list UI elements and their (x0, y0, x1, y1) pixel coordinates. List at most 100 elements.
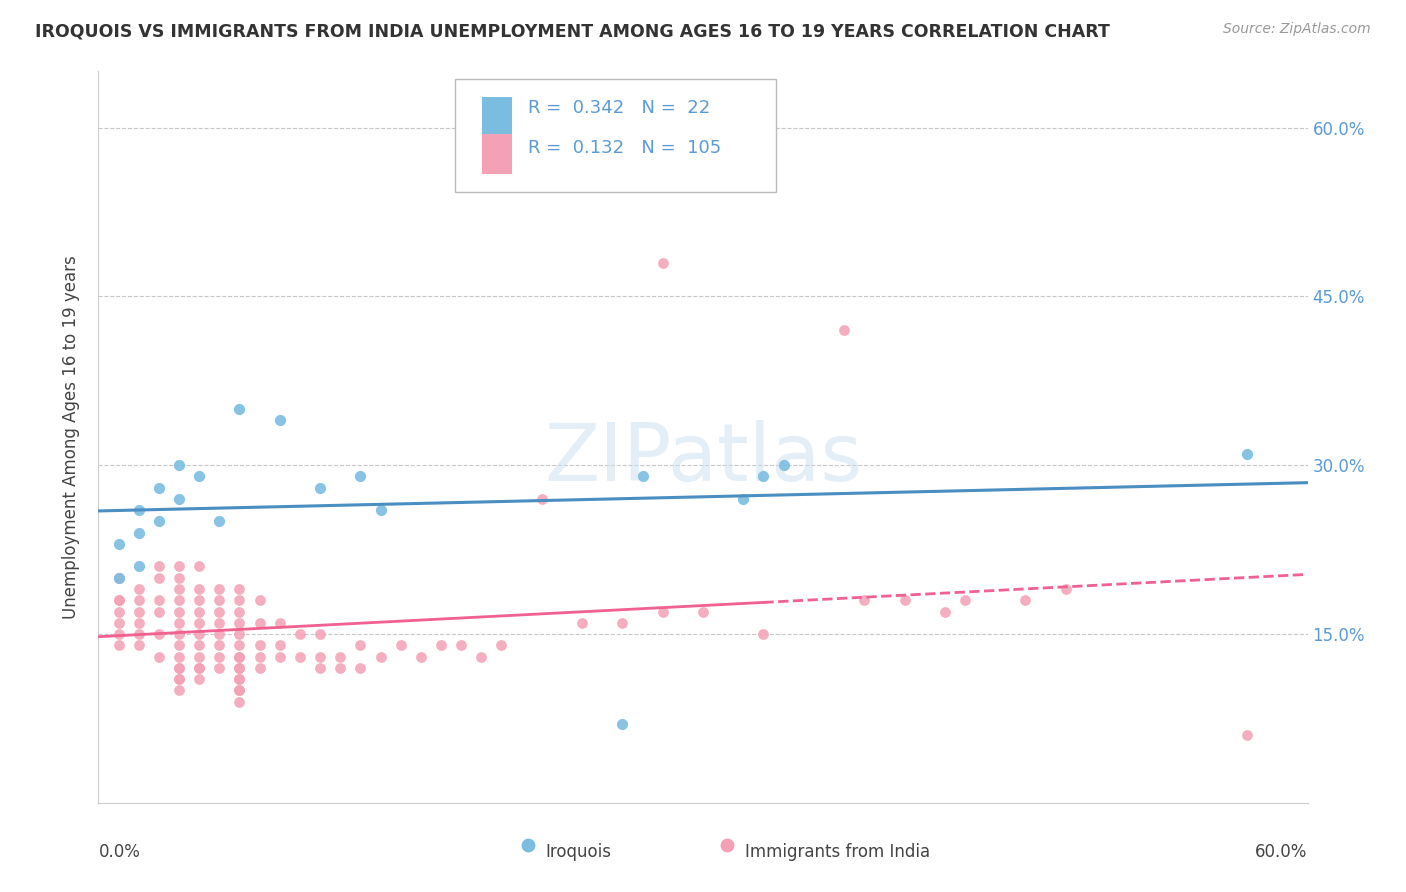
Point (167, 582, 190, 596)
Point (128, 582, 150, 596)
Point (269, 615, 291, 630)
Point (530, 491, 553, 506)
Point (752, 469, 775, 483)
Point (571, 615, 593, 630)
Point (430, 638, 453, 652)
Point (167, 491, 190, 506)
Text: ZIPatlas: ZIPatlas (544, 420, 862, 498)
Point (470, 649, 492, 664)
Point (1236, 728, 1258, 742)
Point (167, 649, 190, 664)
Point (228, 582, 250, 596)
Point (612, 615, 634, 630)
Point (208, 582, 231, 596)
Point (107, 593, 129, 607)
Point (772, 458, 794, 473)
Text: R =  0.132   N =  105: R = 0.132 N = 105 (527, 139, 721, 157)
Point (148, 605, 170, 619)
Point (167, 458, 190, 473)
Point (188, 649, 211, 664)
Point (208, 638, 231, 652)
Point (188, 593, 211, 607)
Point (349, 469, 371, 483)
Point (107, 615, 129, 630)
Point (651, 255, 673, 269)
Point (148, 481, 170, 495)
Point (188, 582, 211, 596)
Point (188, 638, 211, 652)
Point (309, 481, 332, 495)
Point (228, 593, 250, 607)
Point (167, 683, 190, 698)
Point (167, 593, 190, 607)
Point (128, 559, 150, 574)
Point (167, 605, 190, 619)
Point (208, 605, 231, 619)
Point (128, 615, 150, 630)
Point (148, 627, 170, 641)
Point (188, 559, 211, 574)
Point (107, 571, 129, 585)
Point (228, 683, 250, 698)
Point (309, 627, 332, 641)
Point (188, 469, 211, 483)
Point (288, 649, 311, 664)
Point (128, 605, 150, 619)
Point (612, 717, 634, 731)
Point (188, 672, 211, 686)
Point (107, 638, 129, 652)
Point (349, 638, 371, 652)
Point (188, 605, 211, 619)
Point (128, 503, 150, 517)
Point (128, 593, 150, 607)
Point (188, 627, 211, 641)
Point (167, 661, 190, 675)
FancyBboxPatch shape (482, 134, 512, 174)
Point (208, 627, 231, 641)
Point (389, 638, 412, 652)
Point (167, 571, 190, 585)
Point (228, 672, 250, 686)
Point (228, 605, 250, 619)
Point (128, 525, 150, 540)
Y-axis label: Unemployment Among Ages 16 to 19 years: Unemployment Among Ages 16 to 19 years (62, 255, 80, 619)
Text: Iroquois: Iroquois (546, 843, 612, 861)
Point (409, 649, 432, 664)
Point (370, 503, 392, 517)
Point (228, 615, 250, 630)
Point (733, 491, 755, 506)
Point (491, 638, 513, 652)
Point (349, 661, 371, 675)
Point (269, 649, 291, 664)
Point (450, 638, 472, 652)
Point (107, 593, 129, 607)
Point (269, 638, 291, 652)
Point (309, 661, 332, 675)
Point (893, 593, 915, 607)
Point (1014, 593, 1036, 607)
Point (249, 593, 271, 607)
Point (370, 649, 392, 664)
Point (228, 649, 250, 664)
Point (107, 605, 129, 619)
Text: R =  0.342   N =  22: R = 0.342 N = 22 (527, 99, 710, 117)
Point (167, 661, 190, 675)
Point (107, 537, 129, 551)
Point (803, 861, 825, 875)
Point (107, 571, 129, 585)
FancyBboxPatch shape (482, 97, 512, 137)
Point (148, 559, 170, 574)
Point (249, 615, 271, 630)
Point (934, 605, 956, 619)
Point (228, 694, 250, 708)
Point (692, 605, 714, 619)
Text: Immigrants from India: Immigrants from India (745, 843, 931, 861)
FancyBboxPatch shape (456, 78, 776, 192)
Point (188, 661, 211, 675)
Point (249, 649, 271, 664)
Point (228, 683, 250, 698)
Point (107, 627, 129, 641)
Point (228, 661, 250, 675)
Point (309, 649, 332, 664)
Point (167, 672, 190, 686)
